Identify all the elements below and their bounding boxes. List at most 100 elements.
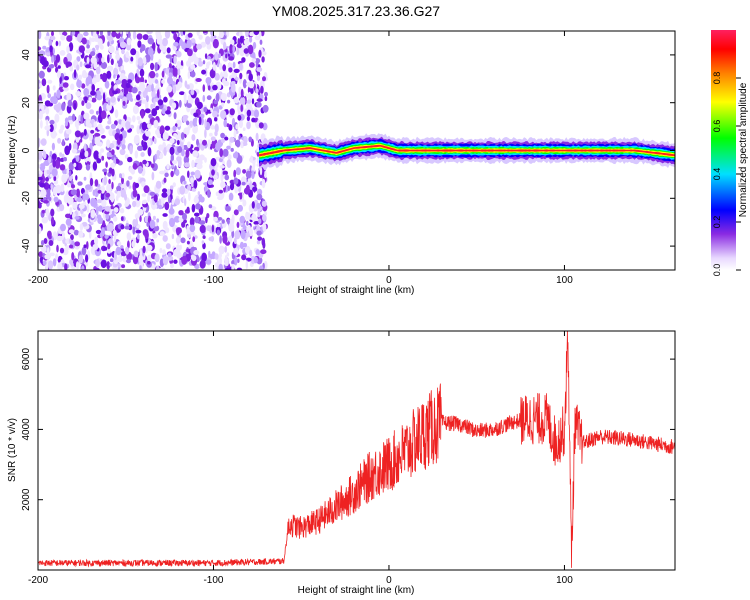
noise-blob bbox=[245, 260, 248, 270]
noise-blob bbox=[214, 123, 219, 133]
noise-blob bbox=[119, 173, 122, 179]
noise-blob bbox=[107, 99, 111, 106]
noise-blob bbox=[182, 114, 189, 119]
noise-blob bbox=[137, 208, 144, 216]
noise-blob bbox=[204, 157, 207, 163]
noise-blob bbox=[218, 263, 223, 270]
noise-blob bbox=[49, 45, 53, 53]
noise-blob bbox=[132, 189, 138, 198]
noise-blob bbox=[84, 96, 88, 104]
noise-blob bbox=[223, 119, 227, 128]
noise-blob bbox=[83, 87, 90, 97]
noise-blob bbox=[155, 129, 160, 136]
noise-blob bbox=[155, 85, 158, 92]
noise-blob bbox=[193, 112, 199, 118]
noise-blob bbox=[259, 166, 263, 176]
noise-blob bbox=[223, 71, 228, 79]
noise-blob bbox=[219, 235, 222, 244]
noise-blob bbox=[99, 31, 103, 37]
noise-blob bbox=[240, 104, 243, 112]
noise-blob bbox=[61, 173, 68, 184]
noise-blob bbox=[162, 188, 168, 193]
noise-blob bbox=[170, 263, 174, 269]
noise-blob bbox=[114, 62, 119, 69]
noise-blob bbox=[167, 255, 174, 261]
noise-blob bbox=[127, 79, 133, 84]
noise-blob bbox=[193, 250, 200, 255]
noise-blob bbox=[221, 138, 225, 143]
noise-blob bbox=[78, 96, 83, 102]
noise-blob bbox=[65, 61, 73, 67]
noise-blob bbox=[42, 45, 47, 50]
noise-blob bbox=[49, 120, 55, 125]
noise-blob bbox=[71, 148, 78, 154]
noise-blob bbox=[44, 125, 51, 131]
noise-blob bbox=[201, 252, 207, 262]
noise-blob bbox=[226, 252, 230, 257]
noise-blob bbox=[256, 230, 262, 236]
noise-blob bbox=[220, 132, 226, 139]
noise-blob bbox=[65, 218, 72, 226]
noise-blob bbox=[249, 36, 253, 43]
noise-blob bbox=[88, 123, 92, 128]
noise-blob bbox=[204, 128, 207, 139]
noise-blob bbox=[170, 203, 173, 213]
noise-blob bbox=[248, 73, 253, 82]
noise-blob bbox=[114, 109, 119, 118]
noise-blob bbox=[158, 58, 162, 66]
y-tick-label: 40 bbox=[21, 49, 32, 61]
noise-blob bbox=[153, 194, 158, 203]
noise-blob bbox=[49, 63, 55, 69]
y-tick-label: 6000 bbox=[21, 348, 32, 371]
noise-blob bbox=[259, 39, 263, 45]
noise-blob bbox=[166, 144, 171, 151]
noise-blob bbox=[214, 51, 219, 61]
noise-blob bbox=[107, 31, 111, 36]
noise-blob bbox=[190, 38, 196, 43]
y-tick-label: 0 bbox=[21, 147, 32, 153]
noise-blob bbox=[173, 259, 178, 264]
noise-blob bbox=[173, 32, 178, 41]
noise-blob bbox=[206, 61, 210, 70]
noise-blob bbox=[119, 41, 127, 49]
noise-blob bbox=[45, 52, 51, 56]
noise-blob bbox=[63, 157, 67, 162]
noise-blob bbox=[257, 236, 263, 241]
noise-blob bbox=[253, 31, 260, 36]
noise-blob bbox=[111, 31, 117, 38]
x-tick-label: -100 bbox=[203, 575, 223, 586]
noise-blob bbox=[264, 91, 268, 97]
noise-blob bbox=[197, 191, 200, 196]
noise-blob bbox=[218, 189, 223, 194]
x-tick-label: 100 bbox=[556, 575, 573, 586]
noise-blob bbox=[171, 31, 176, 34]
colorbar: 0.0 0.2 0.4 0.6 0.8 Normalized spectral ampl… bbox=[711, 30, 749, 276]
noise-blob bbox=[222, 235, 228, 244]
noise-blob bbox=[245, 170, 252, 179]
noise-blob bbox=[198, 116, 202, 126]
noise-blob bbox=[45, 177, 49, 182]
noise-blob bbox=[116, 241, 122, 247]
noise-blob bbox=[97, 123, 103, 131]
noise-blob bbox=[142, 229, 149, 237]
noise-blob bbox=[96, 199, 103, 204]
noise-blob bbox=[94, 136, 101, 146]
noise-blob bbox=[71, 252, 75, 261]
noise-blob bbox=[52, 258, 57, 267]
noise-blob bbox=[91, 137, 95, 147]
noise-blob bbox=[193, 179, 198, 189]
noise-blob bbox=[132, 105, 139, 115]
noise-blob bbox=[135, 229, 142, 234]
noise-blob bbox=[102, 220, 106, 227]
noise-blob bbox=[115, 54, 120, 60]
noise-blob bbox=[51, 55, 54, 63]
noise-blob bbox=[228, 222, 235, 232]
noise-blob bbox=[97, 52, 103, 59]
noise-blob bbox=[262, 104, 269, 113]
noise-blob bbox=[166, 47, 171, 54]
noise-blob bbox=[100, 110, 107, 119]
noise-blob bbox=[56, 244, 59, 253]
noise-blob bbox=[264, 170, 267, 179]
noise-blob bbox=[180, 132, 185, 140]
noise-blob bbox=[57, 262, 63, 270]
